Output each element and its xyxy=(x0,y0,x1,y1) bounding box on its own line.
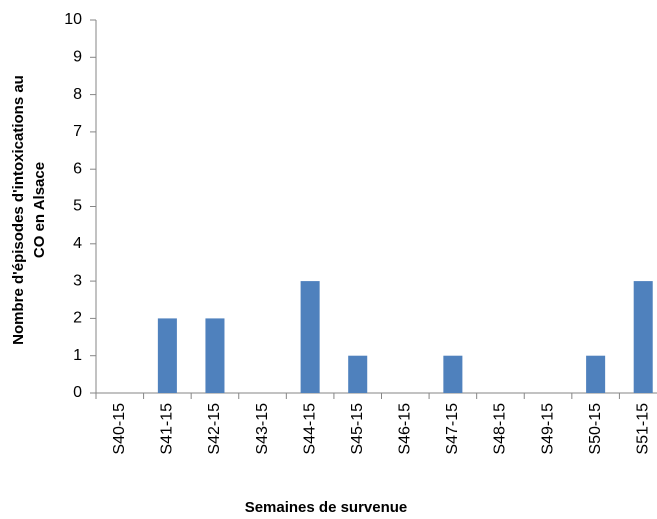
x-tick-label: S50-15 xyxy=(587,403,604,455)
x-tick-label: S41-15 xyxy=(159,403,176,455)
y-axis-title: Nombre d'épisodes d'intoxications au CO … xyxy=(10,75,48,345)
x-tick-label: S47-15 xyxy=(444,403,461,455)
y-tick-label: 5 xyxy=(73,198,82,215)
x-tick-label: S42-15 xyxy=(206,403,223,455)
y-tick-label: 7 xyxy=(73,123,82,140)
bar xyxy=(300,281,320,393)
y-tick-label: 0 xyxy=(73,384,82,401)
bar xyxy=(205,318,225,393)
y-tick-label: 4 xyxy=(73,235,82,252)
y-tick-label: 2 xyxy=(73,310,82,327)
x-tick-label: S45-15 xyxy=(349,403,366,455)
y-axis-title-line: CO en Alsace xyxy=(31,162,48,258)
x-tick-label: S43-15 xyxy=(254,403,271,455)
y-tick-label: 10 xyxy=(64,11,82,28)
x-tick-label: S40-15 xyxy=(111,403,128,455)
x-tick-label: S44-15 xyxy=(301,403,318,455)
x-axis-title: Semaines de survenue xyxy=(245,499,408,516)
bar xyxy=(633,281,653,393)
x-tick-label: S46-15 xyxy=(397,403,414,455)
bar xyxy=(348,355,368,393)
bar xyxy=(586,355,606,393)
x-tick-label: S51-15 xyxy=(634,403,651,455)
y-tick-label: 9 xyxy=(73,49,82,66)
x-tick-label: S48-15 xyxy=(492,403,509,455)
y-tick-label: 1 xyxy=(73,347,82,364)
y-tick-label: 3 xyxy=(73,272,82,289)
bar xyxy=(443,355,463,393)
x-tick-label: S49-15 xyxy=(539,403,556,455)
y-tick-label: 8 xyxy=(73,86,82,103)
y-tick-label: 6 xyxy=(73,160,82,177)
y-axis-title-line: Nombre d'épisodes d'intoxications au xyxy=(10,75,27,345)
bar xyxy=(157,318,177,393)
